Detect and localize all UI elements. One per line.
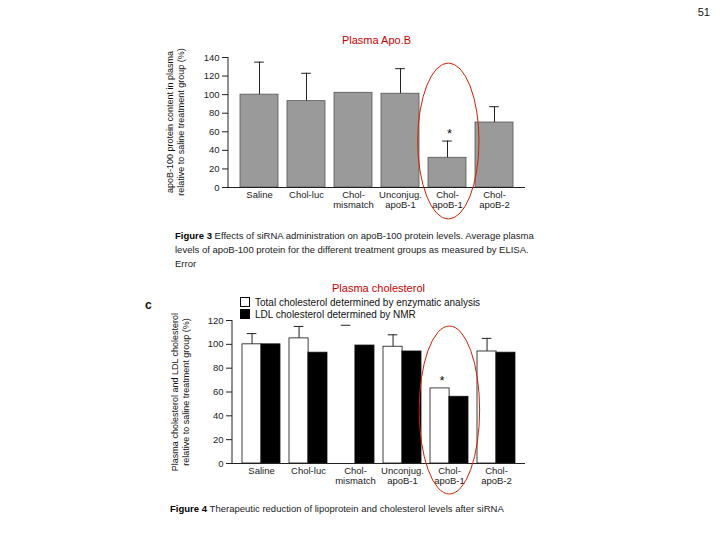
svg-text:40: 40 [209, 144, 220, 155]
svg-text:Chol-apoB-2: Chol-apoB-2 [479, 189, 510, 210]
svg-text:Chol-apoB-2: Chol-apoB-2 [481, 465, 512, 486]
svg-text:Chol-luc: Chol-luc [291, 465, 326, 476]
svg-text:60: 60 [209, 126, 220, 137]
svg-text:80: 80 [209, 107, 220, 118]
html-text:Figure 4 Therapeutic reduction: Figure 4 Therapeutic reduction of lipopr… [170, 503, 504, 514]
svg-text:Chol-mismatch: Chol-mismatch [333, 189, 374, 210]
svg-text:100: 100 [208, 338, 224, 349]
svg-text:Chol-apoB-1: Chol-apoB-1 [434, 465, 465, 486]
svg-text:0: 0 [214, 182, 219, 193]
svg-text:120: 120 [204, 70, 220, 81]
svg-text:100: 100 [204, 89, 220, 100]
svg-text:*: * [447, 126, 452, 141]
svg-text:140: 140 [204, 52, 220, 63]
svg-text:40: 40 [213, 410, 224, 421]
html-text:Total cholesterol determined b: Total cholesterol determined by enzymati… [255, 297, 481, 308]
svg-text:20: 20 [213, 434, 224, 445]
html-text:c: c [145, 298, 152, 312]
html-text:51: 51 [697, 6, 710, 18]
html-text:Plasma Apo.B: Plasma Apo.B [342, 34, 411, 46]
svg-text:*: * [440, 373, 445, 388]
svg-text:60: 60 [213, 386, 224, 397]
svg-text:Chol-apoB-1: Chol-apoB-1 [432, 189, 463, 210]
svg-text:Saline: Saline [248, 465, 274, 476]
svg-text:Unconjug.apoB-1: Unconjug.apoB-1 [379, 189, 422, 210]
html-text:Plasma cholesterol and LDL cho: Plasma cholesterol and LDL cholesterol r… [170, 312, 191, 471]
svg-text:0: 0 [218, 458, 223, 469]
svg-text:Chol-luc: Chol-luc [289, 189, 324, 200]
html-text:apoB-100 protein content in pl: apoB-100 protein content in plasma relat… [165, 48, 186, 196]
svg-text:Unconjug.apoB-1: Unconjug.apoB-1 [381, 465, 424, 486]
svg-text:Chol-mismatch: Chol-mismatch [335, 465, 376, 486]
svg-text:120: 120 [208, 315, 224, 326]
html-text:LDL cholesterol determined by: LDL cholesterol determined by NMR [255, 309, 416, 320]
html-text:Plasma cholesterol: Plasma cholesterol [332, 282, 425, 294]
svg-text:80: 80 [213, 362, 224, 373]
html-text:Figure 3 Effects of siRNA admi: Figure 3 Effects of siRNA administration… [175, 230, 534, 269]
svg-text:Saline: Saline [246, 189, 272, 200]
svg-text:20: 20 [209, 163, 220, 174]
